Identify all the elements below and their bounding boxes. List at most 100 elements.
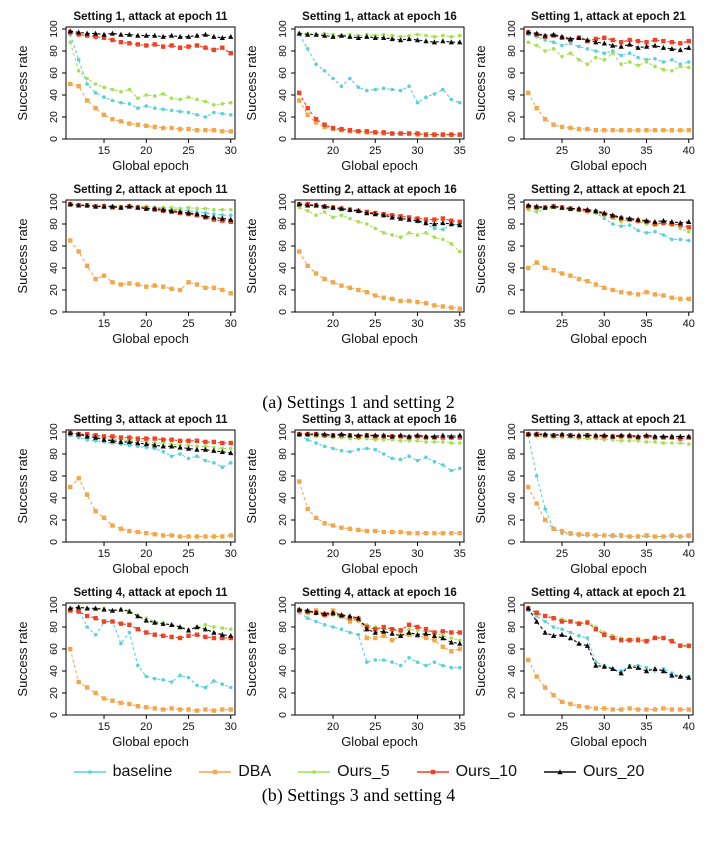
x-tick-label: 30 — [225, 721, 237, 733]
y-tick-label: 100 — [506, 423, 518, 441]
y-tick-label: 80 — [277, 45, 289, 57]
y-tick-label: 40 — [48, 89, 60, 101]
y-tick-label: 80 — [277, 218, 289, 230]
chart-setting-4-attack-at-epoch-11: Setting 4, attack at epoch 11 15 20 25 30 0 20… — [15, 587, 237, 749]
y-tick-label: 20 — [48, 284, 60, 296]
series-baseline — [526, 608, 691, 679]
x-tick-label: 40 — [683, 318, 695, 330]
chart-cell: Setting 1, attack at epoch 16 20 25 30 35 0 20… — [243, 10, 472, 183]
series-dba — [68, 646, 233, 713]
y-tick-label: 80 — [506, 621, 518, 633]
x-tick-label: 15 — [98, 145, 110, 157]
series-ours_20 — [67, 28, 234, 40]
chart-cell: Setting 2, attack at epoch 11 15 20 25 30 0 20… — [14, 183, 243, 356]
y-tick-label: 40 — [48, 262, 60, 274]
y-tick-label: 100 — [506, 20, 518, 38]
x-tick-label: 30 — [598, 318, 610, 330]
chart-setting-4-attack-at-epoch-16: Setting 4, attack at epoch 16 20 25 30 35 0 20… — [244, 587, 466, 749]
y-axis-label: Success rate — [473, 448, 488, 523]
x-tick-label: 40 — [683, 721, 695, 733]
caption-a: (a) Settings 1 and setting 2 — [262, 392, 455, 412]
y-tick-label: 100 — [277, 193, 289, 211]
x-axis-label: Global epoch — [112, 561, 189, 576]
y-tick-label: 100 — [277, 20, 289, 38]
y-axis-label: Success rate — [244, 45, 259, 120]
y-tick-label: 60 — [506, 643, 518, 655]
legend-entry-ours_10: Ours_10 — [416, 763, 517, 781]
series-baseline — [526, 433, 691, 539]
chart-grid-settings-1-2: Setting 1, attack at epoch 11 15 20 25 30 0 20… — [14, 0, 714, 356]
y-tick-label: 60 — [48, 240, 60, 252]
y-axis-label: Success rate — [15, 45, 30, 120]
series-dba — [526, 657, 691, 712]
y-tick-label: 20 — [277, 687, 289, 699]
legend-swatch-square-icon — [199, 769, 232, 775]
series-baseline — [297, 433, 462, 473]
y-tick-label: 0 — [48, 539, 60, 545]
chart-cell: Setting 3, attack at epoch 21 25 30 35 40 0 20… — [472, 413, 701, 586]
y-tick-label: 100 — [48, 596, 60, 614]
y-axis-label: Success rate — [15, 448, 30, 523]
y-tick-label: 80 — [506, 45, 518, 57]
chart-title: Setting 2, attack at epoch 11 — [73, 184, 228, 196]
chart-setting-2-attack-at-epoch-11: Setting 2, attack at epoch 11 15 20 25 30 0 20… — [15, 184, 237, 346]
x-tick-label: 35 — [454, 145, 466, 157]
legend: baseline DBA Ours_5 Ours_10 Ours_20 — [0, 763, 717, 781]
x-axis-label: Global epoch — [341, 331, 418, 346]
series-dba — [526, 260, 691, 301]
x-tick-label: 35 — [454, 721, 466, 733]
chart-setting-3-attack-at-epoch-16: Setting 3, attack at epoch 16 20 25 30 35 0 20… — [244, 414, 466, 576]
chart-title: Setting 1, attack at epoch 16 — [302, 11, 457, 23]
y-tick-label: 100 — [277, 423, 289, 441]
y-tick-label: 60 — [48, 643, 60, 655]
x-tick-label: 15 — [98, 721, 110, 733]
x-tick-label: 25 — [556, 721, 568, 733]
y-axis-label: Success rate — [473, 621, 488, 696]
y-tick-label: 100 — [48, 423, 60, 441]
x-tick-label: 25 — [556, 318, 568, 330]
y-tick-label: 100 — [277, 596, 289, 614]
x-axis-label: Global epoch — [112, 734, 189, 749]
y-tick-label: 20 — [277, 111, 289, 123]
series-ours_5 — [526, 40, 691, 73]
y-tick-label: 0 — [277, 712, 289, 718]
y-tick-label: 60 — [506, 67, 518, 79]
series-ours_5 — [68, 40, 233, 107]
series-ours_5 — [526, 205, 691, 234]
x-axis-label: Global epoch — [570, 561, 647, 576]
legend-label: Ours_5 — [337, 763, 390, 780]
y-tick-label: 100 — [506, 596, 518, 614]
chart-setting-4-attack-at-epoch-21: Setting 4, attack at epoch 21 25 30 35 40 0 20… — [473, 587, 695, 749]
x-axis-label: Global epoch — [341, 158, 418, 173]
series-ours_20 — [67, 430, 234, 456]
chart-setting-3-attack-at-epoch-11: Setting 3, attack at epoch 11 15 20 25 30 0 20… — [15, 414, 237, 576]
y-axis-label: Success rate — [244, 448, 259, 523]
chart-setting-3-attack-at-epoch-21: Setting 3, attack at epoch 21 25 30 35 40 0 20… — [473, 414, 695, 576]
x-tick-label: 20 — [327, 145, 339, 157]
series-dba — [68, 238, 233, 296]
y-tick-label: 40 — [506, 665, 518, 677]
x-tick-label: 25 — [556, 145, 568, 157]
chart-setting-1-attack-at-epoch-11: Setting 1, attack at epoch 11 15 20 25 30 0 20… — [15, 11, 237, 173]
chart-cell: Setting 2, attack at epoch 16 20 25 30 35 0 20… — [243, 183, 472, 356]
x-tick-label: 30 — [598, 548, 610, 560]
chart-grid-settings-3-4: Setting 3, attack at epoch 11 15 20 25 30 0 20… — [14, 413, 714, 759]
x-tick-label: 30 — [225, 318, 237, 330]
chart-cell: Setting 4, attack at epoch 11 15 20 25 30 0 20… — [14, 586, 243, 759]
x-tick-label: 30 — [598, 721, 610, 733]
chart-setting-2-attack-at-epoch-16: Setting 2, attack at epoch 16 20 25 30 35 0 20… — [244, 184, 466, 346]
series-dba — [526, 484, 691, 539]
chart-cell: Setting 1, attack at epoch 11 15 20 25 30 0 20… — [14, 10, 243, 183]
x-tick-label: 25 — [182, 548, 194, 560]
series-ours_20 — [296, 606, 463, 646]
y-axis-label: Success rate — [244, 218, 259, 293]
x-tick-label: 25 — [369, 548, 381, 560]
y-tick-label: 100 — [506, 193, 518, 211]
y-tick-label: 40 — [506, 492, 518, 504]
x-tick-label: 25 — [369, 318, 381, 330]
x-tick-label: 30 — [411, 548, 423, 560]
y-tick-label: 100 — [48, 193, 60, 211]
y-tick-label: 60 — [506, 470, 518, 482]
y-axis-label: Success rate — [15, 218, 30, 293]
series-ours_20 — [525, 29, 692, 53]
